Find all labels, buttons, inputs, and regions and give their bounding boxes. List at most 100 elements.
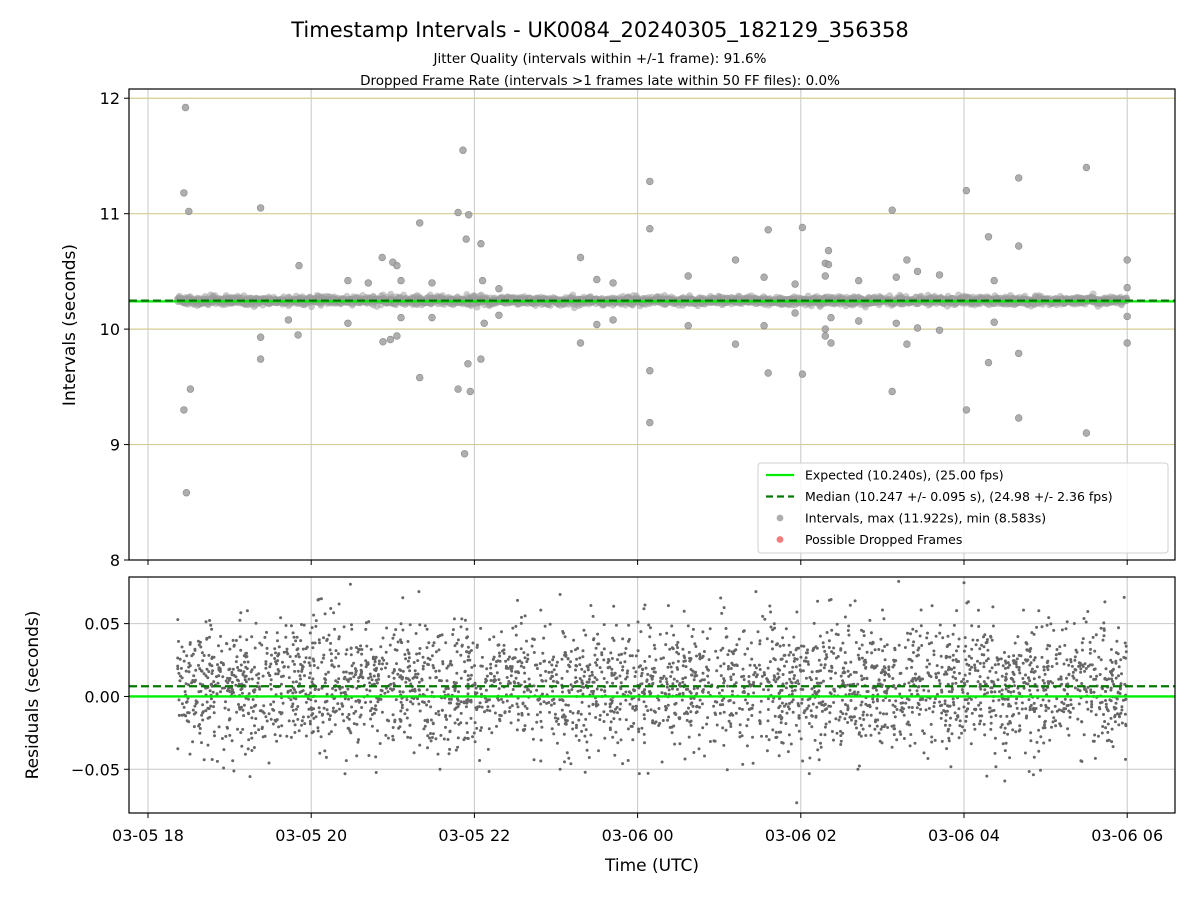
residual-point bbox=[562, 732, 566, 736]
residual-point bbox=[747, 680, 751, 684]
residual-point bbox=[479, 626, 483, 630]
interval-outlier-point bbox=[1123, 283, 1131, 292]
residual-point bbox=[523, 671, 527, 675]
residual-point bbox=[1094, 677, 1098, 681]
residual-point bbox=[1109, 716, 1113, 720]
interval-outlier-point bbox=[416, 373, 424, 382]
residual-point bbox=[599, 688, 603, 692]
residual-point bbox=[680, 698, 684, 702]
residual-point bbox=[671, 687, 674, 691]
residual-point bbox=[683, 676, 687, 680]
residual-point bbox=[614, 623, 618, 627]
residual-point bbox=[228, 733, 232, 737]
residual-point bbox=[1089, 675, 1093, 679]
residual-point bbox=[830, 730, 834, 733]
residual-point bbox=[511, 688, 515, 691]
residual-point bbox=[894, 686, 898, 690]
residual-point bbox=[862, 718, 866, 721]
residual-point bbox=[1077, 664, 1081, 668]
residual-point bbox=[1124, 697, 1128, 701]
residual-point bbox=[651, 721, 654, 725]
residual-point bbox=[413, 669, 417, 673]
residual-point bbox=[527, 677, 531, 681]
residual-point bbox=[895, 708, 899, 711]
residual-point bbox=[314, 624, 318, 628]
residual-point bbox=[846, 669, 850, 673]
residual-point bbox=[835, 731, 839, 735]
residual-point bbox=[602, 710, 606, 714]
residual-point bbox=[801, 759, 805, 763]
residual-point bbox=[591, 614, 595, 618]
interval-outlier-point bbox=[576, 339, 585, 347]
residual-point bbox=[912, 640, 916, 644]
residual-point bbox=[738, 723, 742, 727]
residual-point bbox=[288, 655, 292, 659]
residual-point bbox=[839, 674, 843, 678]
residual-point bbox=[976, 659, 979, 663]
residual-point bbox=[246, 747, 250, 751]
residual-point bbox=[356, 679, 360, 683]
residual-point bbox=[401, 596, 405, 600]
residual-point bbox=[226, 726, 229, 730]
residual-point bbox=[883, 645, 887, 648]
residual-point bbox=[780, 701, 784, 705]
residual-point bbox=[369, 717, 373, 721]
residual-point bbox=[1117, 674, 1120, 678]
residual-point bbox=[816, 599, 820, 603]
residual-point bbox=[369, 647, 373, 651]
residual-point bbox=[707, 691, 710, 694]
residual-point bbox=[594, 700, 598, 704]
residual-point bbox=[565, 669, 569, 673]
residual-point bbox=[303, 660, 307, 664]
residual-point bbox=[1086, 707, 1090, 711]
residual-point bbox=[640, 690, 644, 694]
residual-point bbox=[619, 738, 623, 742]
residual-point bbox=[555, 741, 559, 745]
residual-point bbox=[350, 627, 354, 631]
residual-point bbox=[492, 674, 496, 678]
residual-point bbox=[264, 660, 268, 664]
residual-point bbox=[630, 654, 634, 658]
residual-point bbox=[1032, 701, 1036, 705]
residual-point bbox=[344, 652, 348, 656]
residual-point bbox=[724, 728, 728, 732]
residual-point bbox=[207, 653, 211, 657]
residual-point bbox=[778, 644, 782, 648]
residual-point bbox=[722, 606, 726, 610]
residual-point bbox=[291, 691, 295, 695]
residual-point bbox=[465, 701, 469, 705]
residual-point bbox=[344, 759, 348, 763]
residual-point bbox=[401, 628, 405, 632]
interval-outlier-point bbox=[760, 273, 768, 281]
residual-point bbox=[1065, 676, 1068, 680]
residual-point bbox=[308, 631, 312, 635]
interval-outlier-point bbox=[478, 276, 487, 285]
residual-point bbox=[722, 743, 726, 747]
residual-point bbox=[1029, 670, 1033, 674]
residual-point bbox=[405, 708, 409, 712]
interval-outlier-point bbox=[888, 206, 896, 214]
residual-point bbox=[706, 667, 709, 671]
residual-point bbox=[294, 680, 298, 684]
residual-point bbox=[973, 666, 977, 670]
residual-point bbox=[451, 633, 455, 636]
residual-point bbox=[658, 632, 662, 636]
residual-point bbox=[839, 739, 843, 743]
residual-point bbox=[500, 697, 503, 701]
residual-point bbox=[849, 699, 853, 702]
residual-point bbox=[869, 713, 873, 717]
residual-point bbox=[249, 706, 253, 710]
residual-point bbox=[882, 665, 886, 669]
residual-point bbox=[311, 657, 315, 661]
residual-point bbox=[475, 726, 479, 730]
residual-point bbox=[571, 711, 575, 715]
residual-point bbox=[954, 681, 958, 685]
residual-point bbox=[649, 708, 653, 712]
residual-point bbox=[584, 728, 588, 732]
residual-point bbox=[935, 664, 939, 668]
residual-point bbox=[589, 733, 593, 737]
residual-point bbox=[460, 617, 464, 621]
residual-point bbox=[737, 637, 741, 641]
residual-point bbox=[344, 670, 348, 674]
residual-point bbox=[1017, 711, 1021, 715]
